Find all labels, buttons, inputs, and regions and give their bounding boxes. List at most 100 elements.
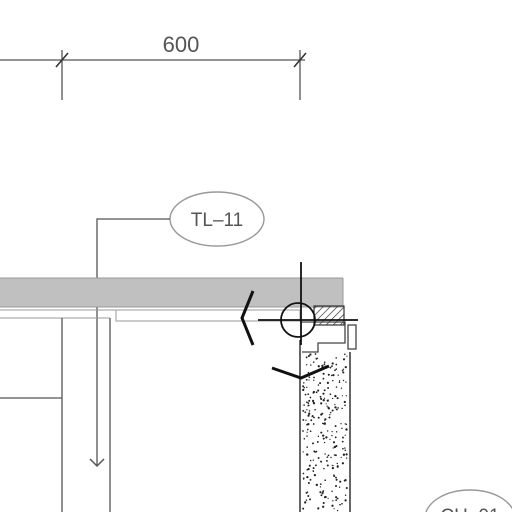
concrete-dot — [313, 416, 315, 419]
concrete-dot — [335, 357, 338, 359]
concrete-dot — [303, 404, 305, 406]
concrete-dot — [344, 449, 347, 452]
concrete-dot — [334, 454, 337, 457]
tag-bubble — [425, 489, 512, 512]
ceiling-board — [0, 309, 301, 322]
concrete-dot — [306, 386, 308, 388]
concrete-dot — [344, 499, 347, 502]
concrete-dot — [307, 404, 310, 407]
concrete-dot — [322, 392, 325, 395]
concrete-dots — [302, 353, 348, 512]
concrete-dot — [323, 423, 326, 425]
concrete-dot — [312, 470, 314, 472]
concrete-dot — [324, 418, 327, 421]
concrete-dot — [326, 405, 328, 407]
concrete-dot — [313, 376, 315, 379]
concrete-dot — [314, 408, 316, 411]
concrete-dot — [307, 482, 310, 484]
concrete-dot — [306, 435, 308, 437]
concrete-dot — [304, 393, 307, 396]
concrete-dot — [309, 498, 311, 501]
concrete-dot — [332, 500, 334, 502]
concrete-dot — [313, 379, 315, 381]
leader-line — [96, 218, 170, 466]
concrete-dot — [336, 462, 339, 465]
concrete-dot — [332, 373, 335, 377]
concrete-dot — [332, 447, 334, 449]
concrete-dot — [346, 355, 348, 357]
concrete-dot — [338, 486, 341, 488]
concrete-dot — [316, 357, 319, 359]
concrete-dot — [309, 430, 312, 433]
concrete-dot — [317, 389, 320, 392]
concrete-dot — [306, 431, 308, 433]
concrete-dot — [306, 409, 308, 411]
concrete-dot — [319, 491, 322, 494]
concrete-dot — [308, 410, 311, 412]
concrete-dot — [329, 414, 331, 416]
concrete-dot — [323, 361, 326, 363]
concrete-dot — [308, 412, 311, 415]
concrete-dot — [306, 475, 309, 479]
concrete-dot — [317, 365, 320, 368]
concrete-dot — [314, 353, 317, 355]
concrete-dot — [340, 423, 342, 425]
concrete-dot — [307, 354, 310, 358]
concrete-dot — [334, 436, 337, 439]
trim-outline — [300, 321, 346, 353]
concrete-dot — [326, 381, 329, 384]
concrete-dot — [331, 490, 333, 493]
concrete-dot — [302, 451, 304, 453]
concrete-dot — [302, 418, 305, 421]
concrete-dot — [312, 442, 314, 445]
concrete-dot — [313, 473, 317, 477]
concrete-dot — [330, 456, 332, 459]
concrete-dot — [302, 430, 304, 432]
concrete-dot — [307, 414, 310, 417]
concrete-dot — [340, 456, 342, 458]
concrete-dot — [345, 395, 347, 397]
concrete-dot — [322, 377, 325, 380]
concrete-dot — [322, 399, 325, 402]
concrete-dot — [333, 474, 336, 478]
concrete-dot — [312, 467, 315, 470]
concrete-dot — [331, 466, 335, 470]
concrete-dot — [309, 396, 312, 399]
concrete-dot — [309, 478, 312, 481]
concrete-dot — [344, 434, 346, 436]
concrete-dot — [344, 494, 347, 496]
concrete-dot — [310, 419, 313, 422]
concrete-dot — [302, 409, 305, 412]
concrete-dot — [336, 497, 339, 500]
concrete-dot — [306, 453, 309, 456]
concrete-dot — [306, 423, 308, 426]
concrete-dot — [344, 366, 347, 369]
concrete-dot — [305, 356, 308, 359]
concrete-dot — [326, 430, 329, 432]
concrete-dot — [307, 393, 310, 395]
concrete-dot — [333, 454, 336, 456]
concrete-dot — [327, 497, 329, 500]
concrete-dot — [326, 456, 329, 458]
concrete-dot — [342, 358, 346, 361]
concrete-dot — [322, 422, 325, 425]
concrete-dot — [312, 423, 315, 425]
concrete-dot — [334, 394, 337, 398]
concrete-dot — [308, 399, 311, 402]
concrete-dot — [303, 438, 306, 440]
concrete-dot — [307, 495, 310, 497]
concrete-dot — [341, 440, 344, 443]
concrete-dot — [335, 445, 338, 448]
concrete-dot — [322, 437, 325, 440]
concrete-dot — [343, 400, 346, 404]
concrete-dot — [306, 428, 309, 431]
concrete-dot — [309, 459, 312, 462]
concrete-dot — [315, 483, 318, 487]
concrete-dot — [322, 490, 324, 492]
concrete-dot — [314, 450, 317, 453]
concrete-dot — [331, 434, 333, 437]
concrete-dot — [305, 378, 308, 381]
concrete-dot — [321, 364, 324, 368]
concrete-dot — [329, 366, 332, 369]
concrete-dot — [329, 393, 332, 396]
